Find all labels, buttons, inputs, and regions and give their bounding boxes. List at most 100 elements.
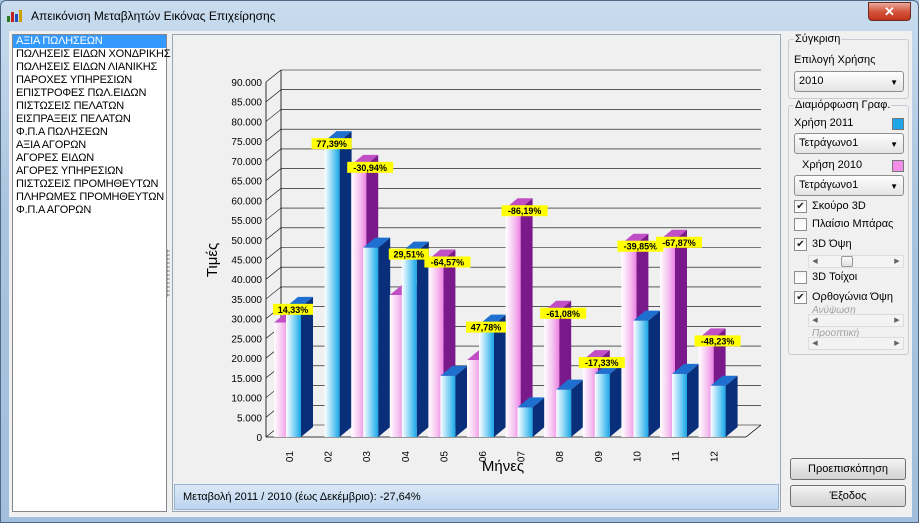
scroll-right-icon[interactable]: ▶ [894,340,900,347]
bar-2011-side [455,365,468,437]
bar-2010 [389,295,405,437]
variable-list-item[interactable]: Φ.Π.Α ΠΩΛΗΣΕΩΝ [16,126,108,138]
3d-walls-checkbox[interactable] [794,271,807,284]
y-tick-label: 45.000 [231,256,262,267]
bar-2011-side [687,363,699,437]
scroll-right-icon[interactable]: ▶ [894,317,900,324]
variable-list-item[interactable]: ΑΓΟΡΕΣ ΥΠΗΡΕΣΙΩΝ [16,165,124,177]
3d-view-checkbox[interactable]: ✔ [794,238,807,251]
variable-list-item[interactable]: Φ.Π.Α ΑΓΟΡΩΝ [16,204,92,216]
bar-2011 [672,373,687,437]
year-select[interactable]: 2010 ▼ [794,71,904,92]
variable-list-item[interactable]: ΑΞΙΑ ΑΓΟΡΩΝ [16,139,86,151]
variable-list-item[interactable]: ΑΓΟΡΕΣ ΕΙΔΩΝ [16,152,94,164]
bar-2011-side [416,241,429,437]
title-bar[interactable]: Απεικόνιση Μεταβλητών Εικόνας Επιχείρηση… [1,1,918,31]
y-tick-label: 35.000 [231,295,262,306]
scroll-left-icon[interactable]: ◀ [812,340,818,347]
exit-button[interactable]: Έξοδος [790,485,906,507]
variable-list-item[interactable]: ΕΙΣΠΡΑΞΕΙΣ ΠΕΛΑΤΩΝ [16,113,131,125]
year-select-value: 2010 [799,75,824,87]
gridline-diag [265,168,282,181]
bar-2011-side [339,131,352,437]
series-2010-shape-select[interactable]: Τετράγωνο1 ▼ [794,175,904,196]
year-select-label: Επιλογή Χρήσης [794,54,876,66]
variable-list-item[interactable]: ΠΛΗΡΩΜΕΣ ΠΡΟΜΗΘΕΥΤΩΝ [16,191,165,203]
change-label: 14,33% [278,305,309,315]
change-label: 29,51% [394,250,425,260]
change-label-bg [466,321,506,333]
bar-border-checkbox[interactable] [794,218,807,231]
bar-2011 [633,320,649,437]
gridline-diag [265,286,282,300]
bar-2011-top [440,365,468,376]
y-tick-label: 55.000 [231,216,262,227]
perspective-slider[interactable]: ◀ ▶ [808,337,904,350]
variable-list-item[interactable]: ΠΩΛΗΣΕΙΣ ΕΙΔΩΝ ΛΙΑΝΙΚΗΣ [16,61,158,73]
y-tick-label: 80.000 [231,117,262,128]
bar-2010 [351,164,367,438]
format-group: Διαμόρφωση Γραφ. Χρήση 2011 Τετράγωνο1 ▼… [788,99,909,355]
gridline-diag [265,128,282,142]
bar-2011 [401,251,417,437]
window-title: Απεικόνιση Μεταβλητών Εικόνας Επιχείρηση… [31,9,276,23]
change-label-bg [540,307,587,319]
y-axis-title: Τιμές [204,243,221,278]
orthogonal-view-checkbox[interactable]: ✔ [794,291,807,304]
splitter-grip[interactable] [166,249,170,297]
elevation-slider[interactable]: ◀ ▶ [808,314,904,327]
3d-walls-label: 3D Τοίχοι [812,271,858,283]
variable-list-item[interactable]: ΠΙΣΤΩΣΕΙΣ ΠΡΟΜΗΘΕΥΤΩΝ [16,178,159,190]
bar-chart: 0 5.000 10.000 15.000 20.000 25.000 30.000 35.0… [204,69,762,475]
bar-2011 [517,407,533,437]
bar-2010 [582,360,598,437]
variable-list-item[interactable]: ΠΩΛΗΣΕΙΣ ΕΙΔΩΝ ΧΟΝΔΡΙΚΗΣ [16,48,171,60]
series-2010-shape-value: Τετράγωνο1 [799,179,859,191]
y-tick-label: 10.000 [231,394,262,405]
x-tick-label: 12 [710,451,721,463]
x-tick-label: 01 [285,451,296,463]
variable-list-item[interactable]: ΠΙΣΤΩΣΕΙΣ ΠΕΛΑΤΩΝ [16,100,125,112]
3d-view-label: 3D Όψη [812,238,852,250]
x-tick-label: 06 [478,451,489,463]
perspective-label: Προοπτική [812,328,860,339]
3d-depth-slider[interactable]: ◀ ▶ [808,255,904,268]
bar-2010 [428,259,444,437]
bar-2011 [594,373,610,437]
bar-2010-side [520,198,533,437]
x-axis-depth [745,424,762,438]
bar-2011 [363,247,379,437]
preview-button[interactable]: Προεπισκόπηση [790,458,906,480]
y-tick-label: 65.000 [231,177,262,188]
y-tick-label: 50.000 [231,236,262,247]
x-tick-label: 04 [401,451,412,463]
change-label: -17,33% [585,358,619,368]
series-2010-color-swatch[interactable] [892,160,904,172]
close-button[interactable]: ✕ [868,2,911,21]
y-tick-label: 5.000 [237,413,262,424]
bar-2010 [698,338,714,437]
series-2011-color-swatch[interactable] [892,118,904,130]
variable-list-item[interactable]: ΕΠΙΣΤΡΟΦΕΣ ΠΩΛ.ΕΙΔΩΝ [16,87,147,99]
y-tick-label: 15.000 [231,374,262,385]
series-2011-shape-select[interactable]: Τετράγωνο1 ▼ [794,133,904,154]
variable-list[interactable]: ΑΞΙΑ ΠΩΛΗΣΕΩΝ ΠΩΛΗΣΕΙΣ ΕΙΔΩΝ ΧΟΝΔΡΙΚΗΣ ΠΩΛ… [12,34,171,512]
chevron-down-icon: ▼ [890,78,898,87]
slider-thumb[interactable] [841,256,853,267]
y-tick-label: 25.000 [231,334,262,345]
x-tick-label: 07 [517,451,528,463]
variable-list-item[interactable]: ΠΑΡΟΧΕΣ ΥΠΗΡΕΣΙΩΝ [16,74,133,86]
series-2011-label: Χρήση 2011 [794,117,854,129]
y-tick-label: 30.000 [231,315,262,326]
scroll-left-icon[interactable]: ◀ [812,258,818,265]
bar-2011-top [672,363,699,374]
bar-2010 [544,310,560,437]
y-tick-label: 70.000 [231,157,262,168]
variable-list-item[interactable]: ΑΞΙΑ ΠΩΛΗΣΕΩΝ [13,35,166,48]
dark-3d-checkbox[interactable]: ✔ [794,200,807,213]
change-label-bg [578,357,625,369]
change-label: -48,23% [701,336,735,346]
x-tick-label: 02 [324,451,335,463]
scroll-right-icon[interactable]: ▶ [894,258,900,265]
scroll-left-icon[interactable]: ◀ [812,317,818,324]
